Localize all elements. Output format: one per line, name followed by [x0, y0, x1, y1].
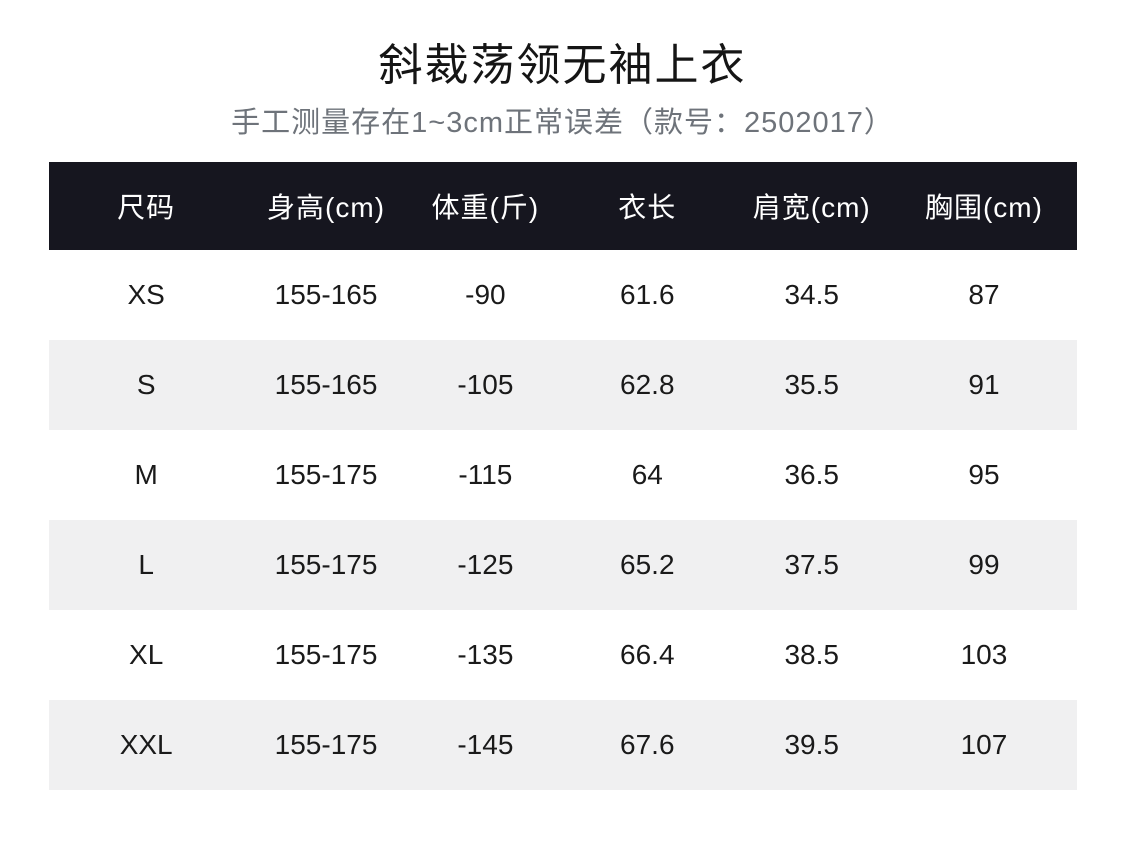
- table-cell: 155-165: [274, 369, 378, 401]
- table-cell: 66.4: [620, 639, 675, 671]
- table-cell: -115: [458, 459, 513, 491]
- table-cell: -125: [457, 549, 514, 581]
- table-cell: 61.6: [620, 279, 675, 311]
- table-cell: 87: [968, 279, 1000, 311]
- header-cell: 胸围(cm): [924, 192, 1043, 224]
- table-cell: 155-175: [274, 549, 378, 581]
- table-cell: 155-175: [274, 639, 378, 671]
- size-table: 尺码 身高(cm) 体重(斤) 衣长 肩宽(cm) 胸围(cm) XS 155-165 -90…: [48, 162, 1077, 791]
- table-cell: 38.5: [784, 639, 839, 671]
- table-cell: XXL: [119, 729, 173, 761]
- table-cell: 155-165: [274, 279, 378, 311]
- table-cell: 67.6: [620, 729, 675, 761]
- table-cell: -90: [465, 279, 506, 311]
- table-row: XL 155-175 -135 66.4 38.5 103: [48, 610, 1077, 701]
- table-cell: -145: [457, 729, 514, 761]
- table-cell: -105: [457, 369, 514, 401]
- table-cell: 91: [968, 369, 1000, 401]
- table-cell: -135: [457, 639, 514, 671]
- table-cell: 99: [968, 549, 1000, 581]
- table-cell: XS: [127, 279, 165, 311]
- table-row: XS 155-165 -90 61.6 34.5 87: [48, 250, 1077, 341]
- size-table-header-row: 尺码 身高(cm) 体重(斤) 衣长 肩宽(cm) 胸围(cm): [48, 162, 1077, 251]
- table-cell: 37.5: [784, 549, 839, 581]
- table-cell: 64: [631, 459, 663, 491]
- table-cell: 107: [960, 729, 1008, 761]
- table-cell: 35.5: [784, 369, 839, 401]
- table-cell: M: [134, 459, 158, 491]
- table-row: S 155-165 -105 62.8 35.5 91: [48, 340, 1077, 431]
- table-cell: 103: [960, 639, 1008, 671]
- table-cell: XL: [129, 639, 164, 671]
- table-cell: 95: [968, 459, 1000, 491]
- header-cell: 体重(斤): [431, 192, 540, 224]
- table-row: M 155-175 -115 64 36.5 95: [48, 430, 1077, 521]
- table-cell: 65.2: [620, 549, 675, 581]
- table-cell: 155-175: [274, 459, 378, 491]
- measurement-note: 手工测量存在1~3cm正常误差（款号：2502017）: [231, 106, 894, 139]
- header-cell: 身高(cm): [267, 192, 386, 224]
- table-cell: S: [136, 369, 156, 401]
- table-row: L 155-175 -125 65.2 37.5 99: [48, 520, 1077, 611]
- table-cell: 34.5: [784, 279, 839, 311]
- header-cell: 衣长: [618, 192, 677, 224]
- table-cell: 155-175: [274, 729, 378, 761]
- product-title: 斜裁荡领无袖上衣: [378, 41, 747, 90]
- header-cell: 尺码: [117, 192, 176, 224]
- table-cell: 62.8: [620, 369, 675, 401]
- header-cell: 肩宽(cm): [752, 192, 871, 224]
- table-cell: 36.5: [784, 459, 839, 491]
- table-cell: 39.5: [784, 729, 839, 761]
- table-cell: L: [138, 549, 154, 581]
- table-row: XXL 155-175 -145 67.6 39.5 107: [48, 700, 1077, 791]
